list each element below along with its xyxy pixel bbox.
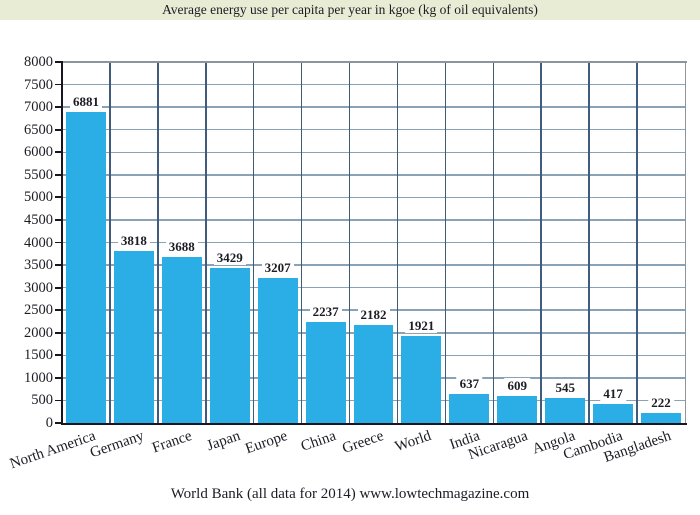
y-axis-tick [54,422,61,424]
x-tick-label-china: China [298,428,338,455]
x-tick-label-greece: Greece [340,428,386,457]
gridline-horizontal [62,83,685,86]
chart-title: Average energy use per capita per year i… [0,0,700,20]
plot-frame-top [62,61,687,63]
bar-bangladesh [641,412,681,423]
bar-cambodia [593,404,634,423]
gridline-vertical [636,62,638,423]
bar-value-label: 3429 [213,250,246,266]
bar-value-label: 417 [600,386,626,402]
y-axis-tick [54,264,61,266]
gridline-vertical [252,62,255,423]
y-axis-tick [54,286,61,289]
y-axis-tick [54,61,61,63]
bar-value-label: 609 [504,377,531,393]
bar-north-america [66,112,106,423]
gridline-vertical [348,62,351,423]
bar-value-label: 3688 [165,238,198,254]
gridline-horizontal [62,241,685,244]
y-axis-tick [54,151,61,154]
y-axis-tick [54,354,61,357]
y-axis-tick [54,83,61,86]
source-caption: World Bank (all data for 2014) www.lowte… [170,486,530,502]
gridline-horizontal [62,106,685,108]
gridline-horizontal [62,174,685,176]
y-tick-label: 5000 [24,189,53,206]
plot-frame-right [684,62,687,423]
x-tick-label-world: World [393,428,434,456]
y-tick-label: 6000 [24,144,53,161]
gridline-horizontal [62,196,685,199]
y-tick-label: 3000 [24,279,53,296]
bar-greece [353,324,394,423]
bar-china [305,322,346,423]
x-axis-line [60,422,687,425]
y-axis-tick [54,173,61,176]
gridline-vertical [540,62,542,423]
y-tick-label: 4500 [24,211,53,228]
y-axis-tick [54,399,61,402]
bar-angola [545,398,586,423]
gridline-vertical [157,62,159,423]
bar-value-label: 6881 [69,94,102,110]
y-tick-label: 6500 [24,121,53,138]
y-tick-label: 5500 [24,166,53,183]
bar-world [401,336,442,423]
bar-value-label: 222 [648,394,674,410]
y-axis-tick [54,376,61,379]
bar-europe [257,278,298,423]
y-tick-label: 3500 [24,257,53,274]
y-tick-label: 2500 [24,302,53,319]
bar-nicaragua [497,395,538,423]
bar-value-label: 637 [456,376,483,392]
gridline-horizontal [62,151,685,153]
y-axis-tick [54,196,61,199]
gridline-vertical [205,62,207,423]
bar-value-label: 2182 [357,306,390,322]
bar-value-label: 3207 [261,260,294,276]
y-tick-label: 7000 [24,99,53,116]
y-axis-line [60,61,63,424]
y-tick-label: 8000 [24,54,53,70]
gridline-horizontal [62,264,685,266]
bar-france [161,256,202,423]
bar-japan [209,268,250,423]
x-tick-label-north-america: North America [8,428,99,473]
x-tick-label-europe: Europe [243,428,290,458]
bar-germany [113,250,154,423]
bar-value-label: 2237 [309,304,342,320]
y-axis-tick [54,241,61,244]
y-tick-label: 2000 [24,324,53,341]
y-axis-tick [54,219,61,221]
y-axis-tick [54,106,61,109]
gridline-vertical [396,62,399,423]
y-tick-label: 1500 [24,347,53,364]
bar-india [449,394,490,423]
y-tick-label: 7500 [24,76,53,93]
x-tick-label-japan: Japan [204,428,242,455]
gridline-vertical [444,62,447,423]
gridline-vertical [492,62,495,423]
gridline-horizontal [62,219,685,221]
x-tick-label-france: France [150,428,195,457]
x-tick-label-germany: Germany [88,428,147,462]
y-tick-label: 4000 [24,234,53,251]
gridline-vertical [588,62,590,423]
bar-value-label: 545 [552,380,578,396]
gridline-vertical [300,62,303,423]
bar-value-label: 1921 [405,318,438,334]
gridline-horizontal [62,128,685,131]
y-tick-label: 1000 [24,369,53,386]
bar-value-label: 3818 [117,232,150,248]
y-axis-tick [54,128,61,131]
y-axis-tick [54,331,61,334]
y-tick-label: 500 [31,392,53,409]
gridline-vertical [109,62,111,423]
y-tick-label: 0 [45,415,53,431]
gridline-horizontal [62,286,685,289]
y-axis-tick [54,309,61,312]
